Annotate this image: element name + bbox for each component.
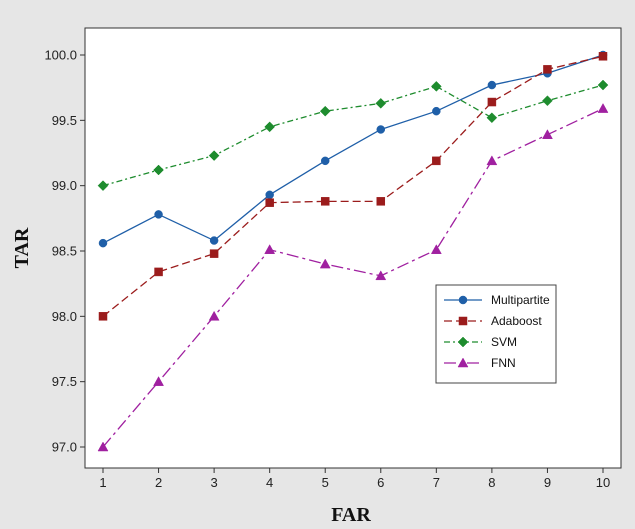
data-point-adaboost — [155, 268, 163, 276]
x-tick-label: 10 — [596, 475, 610, 490]
x-tick-label: 1 — [99, 475, 106, 490]
data-point-adaboost — [99, 312, 107, 320]
legend-label: Adaboost — [491, 314, 542, 328]
data-point-adaboost — [321, 197, 329, 205]
legend-marker — [459, 296, 467, 304]
data-point-multipartite — [210, 237, 218, 245]
data-point-multipartite — [321, 157, 329, 165]
y-tick-label: 97.0 — [52, 440, 77, 455]
legend-marker — [459, 317, 467, 325]
data-point-multipartite — [432, 107, 440, 115]
data-point-adaboost — [432, 157, 440, 165]
legend: Multipartite Adaboost SVM FNN — [436, 285, 556, 383]
legend-label: SVM — [491, 335, 517, 349]
data-point-multipartite — [155, 210, 163, 218]
data-point-multipartite — [266, 191, 274, 199]
data-point-adaboost — [543, 65, 551, 73]
data-point-adaboost — [377, 197, 385, 205]
data-point-adaboost — [488, 98, 496, 106]
x-tick-label: 8 — [488, 475, 495, 490]
y-tick-label: 98.0 — [52, 309, 77, 324]
x-tick-label: 2 — [155, 475, 162, 490]
data-point-multipartite — [377, 125, 385, 133]
y-tick-label: 99.0 — [52, 178, 77, 193]
legend-label: Multipartite — [491, 293, 550, 307]
x-tick-label: 7 — [433, 475, 440, 490]
y-tick-label: 98.5 — [52, 244, 77, 259]
x-tick-label: 5 — [322, 475, 329, 490]
x-tick-label: 3 — [210, 475, 217, 490]
plot-area — [85, 28, 621, 468]
y-axis-title: TAR — [11, 227, 33, 268]
data-point-adaboost — [266, 199, 274, 207]
data-point-adaboost — [210, 250, 218, 258]
x-tick-label: 9 — [544, 475, 551, 490]
x-axis-title: FAR — [331, 504, 371, 526]
data-point-multipartite — [488, 81, 496, 89]
y-tick-label: 99.5 — [52, 113, 77, 128]
x-tick-label: 6 — [377, 475, 384, 490]
x-tick-label: 4 — [266, 475, 273, 490]
data-point-adaboost — [599, 52, 607, 60]
y-tick-label: 97.5 — [52, 374, 77, 389]
legend-label: FNN — [491, 356, 516, 370]
y-tick-label: 100.0 — [44, 48, 77, 63]
data-point-multipartite — [99, 239, 107, 247]
